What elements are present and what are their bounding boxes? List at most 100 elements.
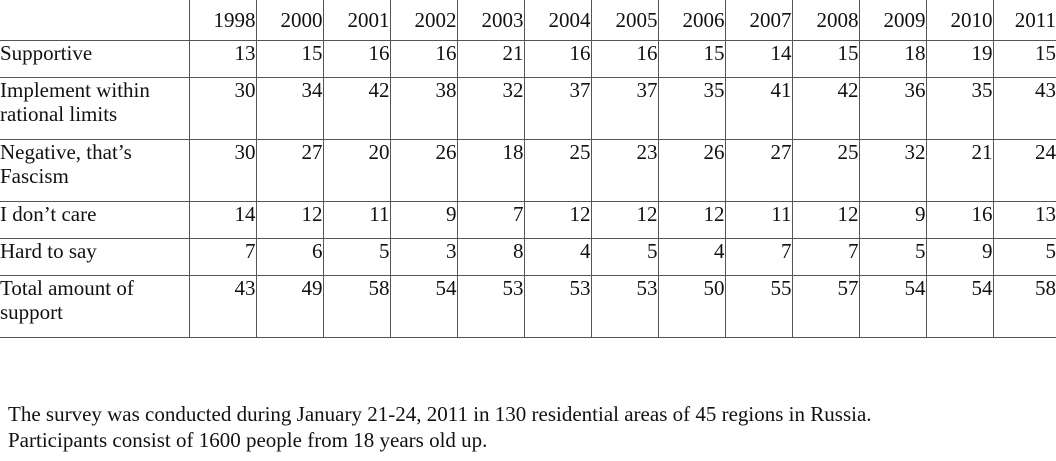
table-cell: 9 <box>389 201 458 239</box>
row-label: Implement within rational limits <box>0 77 190 140</box>
table-cell: 26 <box>389 139 458 202</box>
table-cell: 43 <box>188 275 257 338</box>
survey-note-line-1: The survey was conducted during January … <box>8 402 872 426</box>
table-cell: 13 <box>188 40 257 78</box>
table-cell: 35 <box>925 77 994 140</box>
table-cell: 7 <box>724 238 793 276</box>
table-cell: 27 <box>255 139 324 202</box>
table-cell: 30 <box>188 139 257 202</box>
table-cell: 55 <box>724 275 793 338</box>
table-cell: 11 <box>724 201 793 239</box>
table-cell: 6 <box>255 238 324 276</box>
column-header-2007: 2007 <box>724 0 793 41</box>
table-cell: 12 <box>523 201 592 239</box>
table-cell: 54 <box>858 275 927 338</box>
table-cell: 49 <box>255 275 324 338</box>
table-row: Total amount of support 43 49 58 54 53 53 53 50 5… <box>0 275 1056 338</box>
table-cell: 12 <box>791 201 860 239</box>
table-cell: 50 <box>657 275 726 338</box>
column-header-2001: 2001 <box>322 0 391 41</box>
table-cell: 7 <box>188 238 257 276</box>
table-cell: 34 <box>255 77 324 140</box>
table-row: Negative, that’s Fascism 30 27 20 26 18 25 23 26… <box>0 139 1056 202</box>
row-label: Hard to say <box>0 238 190 276</box>
column-header-2006: 2006 <box>657 0 726 41</box>
table-cell: 5 <box>590 238 659 276</box>
table-cell: 25 <box>791 139 860 202</box>
table-cell: 36 <box>858 77 927 140</box>
column-header-2003: 2003 <box>456 0 525 41</box>
table-cell: 4 <box>657 238 726 276</box>
table-cell: 4 <box>523 238 592 276</box>
table-cell: 57 <box>791 275 860 338</box>
table-cell: 9 <box>858 201 927 239</box>
table-cell: 16 <box>322 40 391 78</box>
column-header-2002: 2002 <box>389 0 458 41</box>
column-header-2011: 2011 <box>992 0 1056 41</box>
column-header-2010: 2010 <box>925 0 994 41</box>
header-row: 1998 2000 2001 2002 2003 2004 2005 2006 2007 2008… <box>0 0 1056 41</box>
table-cell: 5 <box>322 238 391 276</box>
table-cell: 37 <box>523 77 592 140</box>
column-header-2008: 2008 <box>791 0 860 41</box>
row-label: Negative, that’s Fascism <box>0 139 190 202</box>
table-cell: 16 <box>523 40 592 78</box>
table-cell: 42 <box>322 77 391 140</box>
table-cell: 43 <box>992 77 1056 140</box>
table-cell: 15 <box>657 40 726 78</box>
table-cell: 53 <box>590 275 659 338</box>
row-label: Supportive <box>0 40 190 78</box>
table-cell: 32 <box>858 139 927 202</box>
table-cell: 12 <box>590 201 659 239</box>
column-header-2009: 2009 <box>858 0 927 41</box>
table-cell: 35 <box>657 77 726 140</box>
table-cell: 53 <box>523 275 592 338</box>
table-cell: 5 <box>992 238 1056 276</box>
table-cell: 58 <box>322 275 391 338</box>
header-corner-cell <box>0 0 190 41</box>
table-cell: 16 <box>590 40 659 78</box>
table-cell: 13 <box>992 201 1056 239</box>
column-header-2000: 2000 <box>255 0 324 41</box>
table-cell: 58 <box>992 275 1056 338</box>
table-cell: 5 <box>858 238 927 276</box>
table-cell: 24 <box>992 139 1056 202</box>
survey-table-container: 1998 2000 2001 2002 2003 2004 2005 2006 2007 2008… <box>0 0 1056 338</box>
table-cell: 16 <box>925 201 994 239</box>
table-row: I don’t care 14 12 11 9 7 12 12 12 11 12 9 16 13 <box>0 201 1056 239</box>
table-cell: 42 <box>791 77 860 140</box>
row-label: Total amount of support <box>0 275 190 338</box>
table-cell: 19 <box>925 40 994 78</box>
row-label: I don’t care <box>0 201 190 239</box>
table-cell: 25 <box>523 139 592 202</box>
table-cell: 23 <box>590 139 659 202</box>
table-row: Implement within rational limits 30 34 42 38… <box>0 77 1056 140</box>
table-row: Supportive 13 15 16 16 21 16 16 15 14 15 18 19 15 <box>0 40 1056 78</box>
table-cell: 26 <box>657 139 726 202</box>
table-row: Hard to say 7 6 5 3 8 4 5 4 7 7 5 9 5 <box>0 238 1056 276</box>
table-cell: 37 <box>590 77 659 140</box>
table-cell: 9 <box>925 238 994 276</box>
column-header-2005: 2005 <box>590 0 659 41</box>
column-header-1998: 1998 <box>188 0 257 41</box>
table-cell: 7 <box>791 238 860 276</box>
table-cell: 3 <box>389 238 458 276</box>
table-cell: 30 <box>188 77 257 140</box>
table-cell: 21 <box>925 139 994 202</box>
table-cell: 53 <box>456 275 525 338</box>
table-cell: 27 <box>724 139 793 202</box>
survey-note: The survey was conducted during January … <box>8 401 872 453</box>
table-cell: 7 <box>456 201 525 239</box>
table-cell: 38 <box>389 77 458 140</box>
table-cell: 32 <box>456 77 525 140</box>
table-cell: 16 <box>389 40 458 78</box>
table-cell: 15 <box>992 40 1056 78</box>
table-cell: 15 <box>255 40 324 78</box>
column-header-2004: 2004 <box>523 0 592 41</box>
survey-note-line-2: Participants consist of 1600 people from… <box>8 428 488 452</box>
table-cell: 15 <box>791 40 860 78</box>
table-cell: 18 <box>858 40 927 78</box>
table-cell: 11 <box>322 201 391 239</box>
table-cell: 54 <box>389 275 458 338</box>
table-body: Supportive 13 15 16 16 21 16 16 15 14 15 18 19 15 Impl… <box>0 40 1056 338</box>
